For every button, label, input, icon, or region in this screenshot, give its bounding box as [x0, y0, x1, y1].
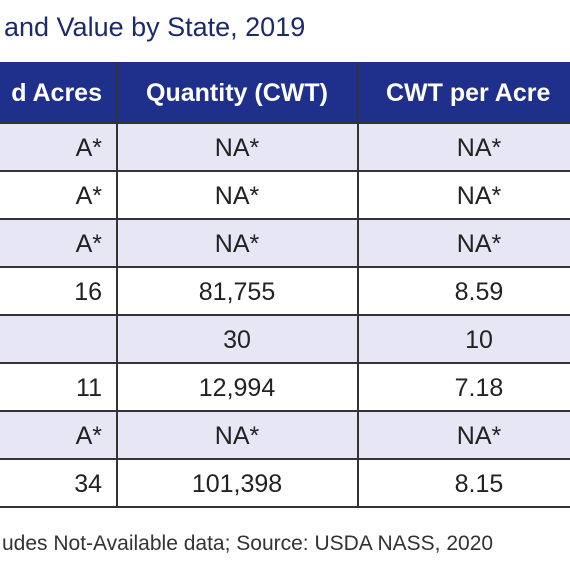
table-cell: NA* — [456, 230, 502, 258]
table-cell: 10 — [465, 326, 493, 354]
table-cell: 30 — [223, 326, 251, 354]
footnote: udes Not-Available data; Source: USDA NA… — [2, 532, 494, 555]
table-row — [0, 364, 570, 412]
table-cell: A* — [75, 230, 102, 258]
table-cell: 12,994 — [198, 374, 276, 402]
table-row — [0, 220, 570, 268]
top-rule — [0, 122, 570, 124]
column-divider — [357, 62, 359, 508]
table-row — [0, 268, 570, 316]
table-row — [0, 316, 570, 364]
table-cell: NA* — [214, 230, 260, 258]
table-cell: A* — [75, 422, 102, 450]
table-cell: 101,398 — [191, 470, 283, 498]
table-cell: 8.15 — [454, 470, 504, 498]
table-row — [0, 412, 570, 460]
table-cell: 34 — [74, 470, 102, 498]
table-cell: NA* — [214, 182, 260, 210]
table-cell: A* — [75, 182, 102, 210]
column-header: CWT per Acre — [386, 79, 551, 107]
column-header: Quantity (CWT) — [146, 79, 328, 107]
table-cell: 16 — [74, 278, 102, 306]
table-row — [0, 172, 570, 220]
table-row — [0, 124, 570, 172]
table-cell: NA* — [456, 422, 502, 450]
title: and Value by State, 2019 — [4, 12, 306, 42]
header-row — [0, 62, 570, 124]
table-cell: NA* — [456, 134, 502, 162]
table-row — [0, 460, 570, 508]
table-cell: 11 — [76, 374, 102, 402]
table-cell: NA* — [214, 134, 260, 162]
table-cell: NA* — [214, 422, 260, 450]
table-cell: 7.18 — [454, 374, 504, 402]
table-cell: NA* — [456, 182, 502, 210]
column-divider — [116, 62, 118, 508]
table-cell: 81,755 — [198, 278, 276, 306]
column-header: d Acres — [11, 79, 102, 107]
table-cell: A* — [75, 134, 102, 162]
table-cell: 8.59 — [454, 278, 504, 306]
